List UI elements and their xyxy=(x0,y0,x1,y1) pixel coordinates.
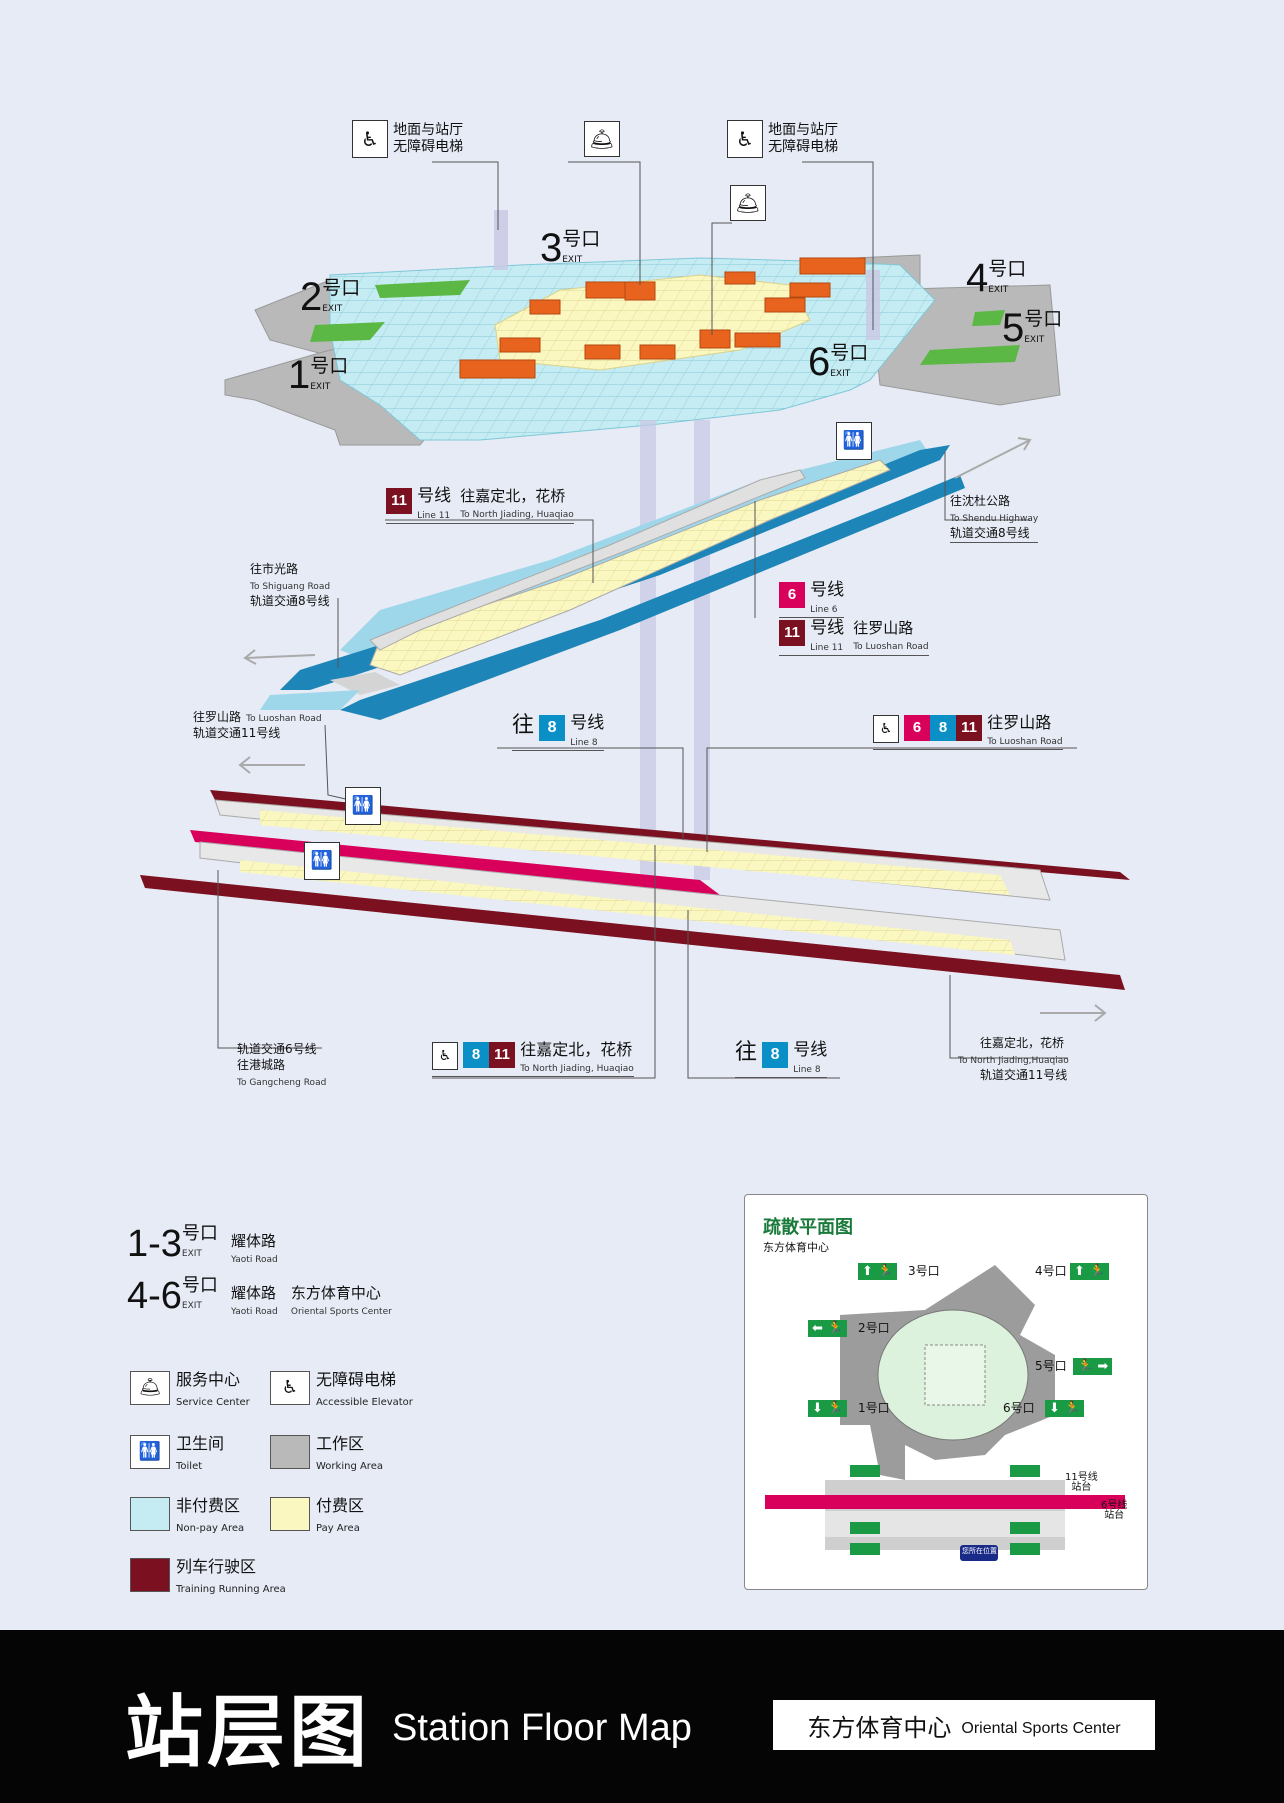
evac-exit-6-label: 6号口 xyxy=(1003,1401,1035,1415)
line6-badge: 6 xyxy=(779,582,805,608)
legend-toilet: 🚻 卫生间 Toilet xyxy=(130,1430,224,1473)
elevator-left-text: 地面与站厅 无障碍电梯 xyxy=(393,122,464,155)
to-line8-bottom-label: 往 8 号线 Line 8 xyxy=(735,1042,828,1078)
evac-exit-2-label: 2号口 xyxy=(858,1321,890,1335)
line8-badge: 8 xyxy=(463,1042,490,1068)
vertical-shafts xyxy=(640,420,710,900)
footer-title-cn: 站层图 xyxy=(125,1688,372,1778)
accessible-elevator-icon: ♿ xyxy=(873,715,899,743)
accessible-elevator-icon: ♿ xyxy=(352,120,388,158)
service-center-icon: 🛎 xyxy=(584,121,620,157)
service-center-icon: 🛎 xyxy=(130,1370,170,1405)
direction-arrows xyxy=(238,437,1107,1022)
exit-2-label: 2号口 EXIT xyxy=(300,275,361,319)
line11-badge: 11 xyxy=(956,715,983,741)
line11-badge: 11 xyxy=(779,620,805,646)
station-name-box: 东方体育中心 Oriental Sports Center xyxy=(773,1700,1155,1750)
pay-area-swatch xyxy=(270,1496,310,1531)
exit-3-label: 3号口 EXIT xyxy=(540,226,601,270)
toilet-icon: 🚻 xyxy=(130,1434,170,1469)
evac-platform-6-label: 6号线 站台 xyxy=(1101,1500,1128,1521)
evac-exit-2-sign: ⬅ 🏃 xyxy=(808,1320,848,1337)
toilet-icon: 🚻 xyxy=(345,787,381,825)
transfer-jiading-label: ♿ 8 11 往嘉定北，花桥 To North Jiading, Huaqiao xyxy=(432,1042,634,1077)
line8-badge: 8 xyxy=(539,715,566,741)
evac-exit-3-sign: ⬆ 🏃 xyxy=(858,1263,898,1280)
evac-exit-5-sign: 🏃 ➡ xyxy=(1073,1358,1113,1375)
to-shiguang-label: 往市光路 To Shiguang Road 轨道交通8号线 xyxy=(250,562,331,608)
line11-badge: 11 xyxy=(386,488,412,514)
transfer-luoshan-label: ♿ 6 8 11 往罗山路 To Luoshan Road xyxy=(873,715,1063,750)
line6-badge: 6 xyxy=(904,715,931,741)
legend-pay-area: 付费区 Pay Area xyxy=(270,1492,364,1535)
toilet-icon: 🚻 xyxy=(836,422,872,460)
legend-working-area: 工作区 Working Area xyxy=(270,1430,383,1473)
line8-badge: 8 xyxy=(930,715,957,741)
station-name-cn: 东方体育中心 xyxy=(807,1713,952,1742)
to-line8-mid-label: 往 8 号线 Line 8 xyxy=(512,715,605,751)
to-luoshan-left-label: 往罗山路 To Luoshan Road 轨道交通11号线 xyxy=(193,710,322,740)
service-center-icon: 🛎 xyxy=(730,185,766,221)
facility-blocks xyxy=(459,257,866,379)
evac-exit-1-sign: ⬇ 🏃 xyxy=(808,1400,848,1417)
legend-service-center: 🛎 服务中心 Service Center xyxy=(130,1366,250,1409)
to-jiading-right-label: 往嘉定北，花桥 To North Jiading,Huaqiao 轨道交通11号线 xyxy=(958,1036,1069,1082)
evacuation-plan-panel: 疏散平面图 东方体育中心 ⬆ 🏃 3号口 4号口 ⬆ 🏃 ⬅ 🏃 2号口 5号口… xyxy=(744,1194,1148,1590)
exit-5-label: 5号口 EXIT xyxy=(1002,306,1063,350)
evac-title: 疏散平面图 xyxy=(763,1217,853,1238)
line8-platform xyxy=(260,440,965,720)
evac-platform-11-label: 11号线 站台 xyxy=(1065,1472,1098,1493)
line11-jiading-label: 11 号线 Line 11 往嘉定北，花桥 To North Jiading, Hu… xyxy=(386,488,574,524)
elevator-callout-right: ♿ 地面与站厅 无障碍电梯 xyxy=(727,120,838,158)
line11-badge: 11 xyxy=(489,1042,516,1068)
to-gangcheng-label: 轨道交通6号线 往港城路 To Gangcheng Road xyxy=(237,1042,327,1088)
exit-1-label: 1号口 EXIT xyxy=(288,353,349,397)
evac-exit-6-sign: ⬇ 🏃 xyxy=(1045,1400,1085,1417)
exit-group-1-3: 1-3号口 EXIT 耀体路 Yaoti Road xyxy=(127,1223,278,1265)
legend-accessible-elevator: ♿ 无障碍电梯 Accessible Elevator xyxy=(270,1366,413,1409)
evac-subtitle: 东方体育中心 xyxy=(763,1241,829,1254)
evac-exit-4-label: 4号口 xyxy=(1035,1264,1067,1278)
exit-6-label: 6号口 EXIT xyxy=(808,340,869,384)
working-area-swatch xyxy=(270,1434,310,1469)
evac-exit-3-label: 3号口 xyxy=(908,1264,940,1278)
toilet-icon: 🚻 xyxy=(304,842,340,880)
evac-you-are-here: 您所在位置 xyxy=(962,1547,997,1555)
footer-title-en: Station Floor Map xyxy=(392,1707,692,1749)
footer-bar: 站层图 Station Floor Map 东方体育中心 Oriental Sp… xyxy=(0,1630,1284,1803)
running-area-swatch xyxy=(130,1557,170,1592)
exit-4-label: 4号口 EXIT xyxy=(966,256,1027,300)
elevator-right-text: 地面与站厅 无障碍电梯 xyxy=(768,122,839,155)
line8-badge: 8 xyxy=(762,1042,789,1068)
line6-label: 6 号线 Line 6 xyxy=(779,582,845,618)
concourse-level xyxy=(224,210,1061,446)
legend-non-pay-area: 非付费区 Non-pay Area xyxy=(130,1492,244,1535)
evac-exit-5-label: 5号口 xyxy=(1035,1359,1067,1373)
leader-lines xyxy=(217,161,1077,1079)
accessible-elevator-icon: ♿ xyxy=(432,1042,458,1070)
elevator-callout-left: ♿ 地面与站厅 无障碍电梯 xyxy=(352,120,463,158)
accessible-elevator-icon: ♿ xyxy=(727,120,763,158)
lower-platforms xyxy=(140,790,1130,990)
non-pay-area-swatch xyxy=(130,1496,170,1531)
to-shendu-label: 往沈杜公路 To Shendu Highway 轨道交通8号线 xyxy=(950,492,1039,543)
evac-exit-4-sign: ⬆ 🏃 xyxy=(1070,1263,1110,1280)
legend-running-area: 列车行驶区 Training Running Area xyxy=(130,1553,286,1596)
station-3d-illustration xyxy=(140,161,1130,1079)
line11-luoshan-label: 11 号线 Line 11 往罗山路 To Luoshan Road xyxy=(779,620,929,656)
evac-exit-1-label: 1号口 xyxy=(858,1401,890,1415)
accessible-elevator-icon: ♿ xyxy=(270,1370,310,1405)
station-name-en: Oriental Sports Center xyxy=(961,1720,1121,1737)
exit-group-4-6: 4-6号口 EXIT 耀体路 Yaoti Road 东方体育中心 Oriental S… xyxy=(127,1275,392,1317)
evac-diagram xyxy=(765,1265,1125,1561)
